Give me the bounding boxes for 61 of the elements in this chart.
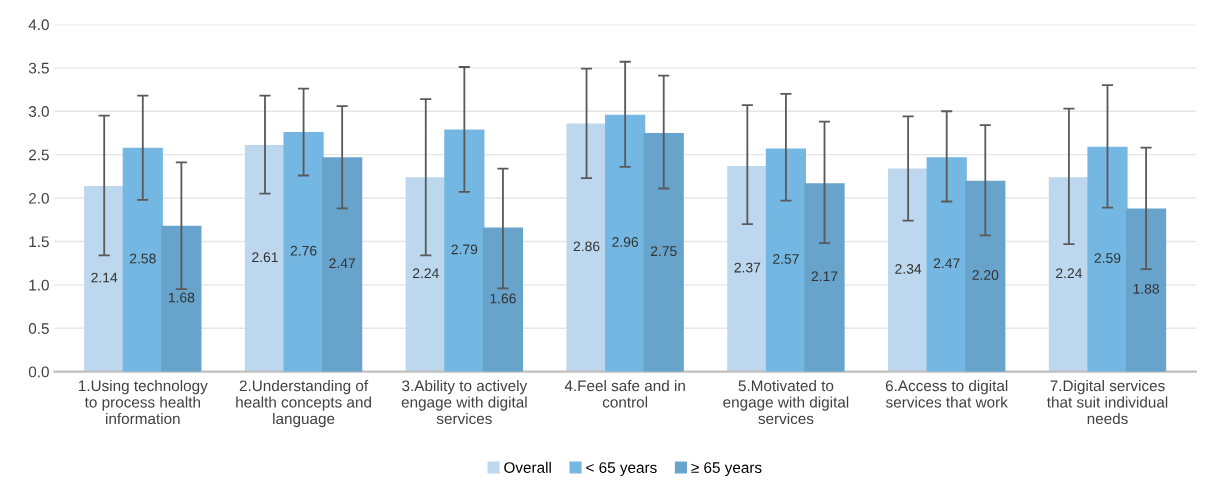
- bar: [643, 132, 684, 372]
- data-label: 2.24: [1056, 268, 1083, 279]
- data-label: 1.68: [168, 292, 195, 303]
- y-tick-label: 0.0: [28, 366, 49, 378]
- bar: [244, 145, 286, 372]
- x-tick-label: 1.Using technology to process health information: [78, 379, 208, 425]
- bar: [1125, 208, 1167, 372]
- bar: [566, 123, 607, 372]
- data-label: 2.20: [972, 270, 999, 280]
- legend-label: ≥ 65 years: [691, 462, 762, 477]
- data-label: 2.61: [252, 252, 278, 263]
- data-label: 1.88: [1133, 283, 1159, 294]
- bar: [965, 180, 1006, 372]
- x-tick-label: 4.Feel safe and in control: [564, 379, 685, 408]
- legend-label: Overall: [504, 461, 551, 473]
- bar: [765, 148, 807, 372]
- data-label: 2.47: [329, 258, 355, 269]
- bar: [283, 132, 324, 372]
- data-label: 2.79: [451, 244, 478, 255]
- bar: [122, 147, 163, 372]
- data-label: 2.17: [811, 271, 838, 282]
- bar: [1048, 177, 1089, 372]
- y-tick-label: 1.0: [29, 279, 49, 291]
- y-tick-label: 4.0: [28, 19, 49, 31]
- bar: [605, 114, 646, 372]
- legend-label: < 65 years: [586, 462, 657, 477]
- data-label: 2.96: [612, 237, 639, 247]
- bar: [444, 129, 485, 372]
- data-label: 2.76: [290, 245, 317, 256]
- data-label: 2.59: [1094, 253, 1121, 263]
- bar: [161, 225, 202, 372]
- x-tick-label: 2.Understanding of health concepts and language: [236, 379, 371, 428]
- bar: [405, 177, 446, 372]
- x-tick-label: 7.Digital services that suit individual needs: [1047, 379, 1168, 425]
- data-label: 1.66: [490, 293, 516, 304]
- data-label: 2.37: [734, 262, 761, 273]
- y-tick-label: 0.5: [28, 323, 49, 334]
- data-label: 2.75: [650, 246, 677, 257]
- y-tick-label: 2.0: [29, 192, 49, 204]
- data-label: 2.58: [129, 253, 156, 264]
- data-label: 2.47: [933, 258, 960, 269]
- y-tick-label: 1.5: [29, 236, 49, 248]
- y-tick-label: 3.0: [28, 106, 49, 117]
- bar: [888, 168, 929, 372]
- bar: [804, 183, 845, 372]
- data-label: 2.34: [895, 263, 922, 274]
- x-tick-label: 6.Access to digital services that work: [885, 379, 1008, 408]
- bar: [926, 157, 967, 372]
- bar: [482, 227, 524, 372]
- bar: [322, 157, 363, 372]
- data-label: 2.57: [773, 254, 799, 264]
- x-tick-label: 3.Ability to actively engage with digital services: [401, 379, 528, 425]
- x-tick-label: 5.Motivated to engage with digital services: [723, 379, 849, 425]
- y-tick-label: 3.5: [28, 62, 49, 74]
- data-label: 2.24: [412, 268, 439, 279]
- bar: [84, 185, 125, 372]
- bar: [727, 165, 768, 372]
- bar: [1087, 146, 1128, 372]
- data-label: 2.14: [91, 272, 118, 283]
- y-tick-label: 2.5: [29, 149, 49, 161]
- data-label: 2.86: [573, 241, 600, 252]
